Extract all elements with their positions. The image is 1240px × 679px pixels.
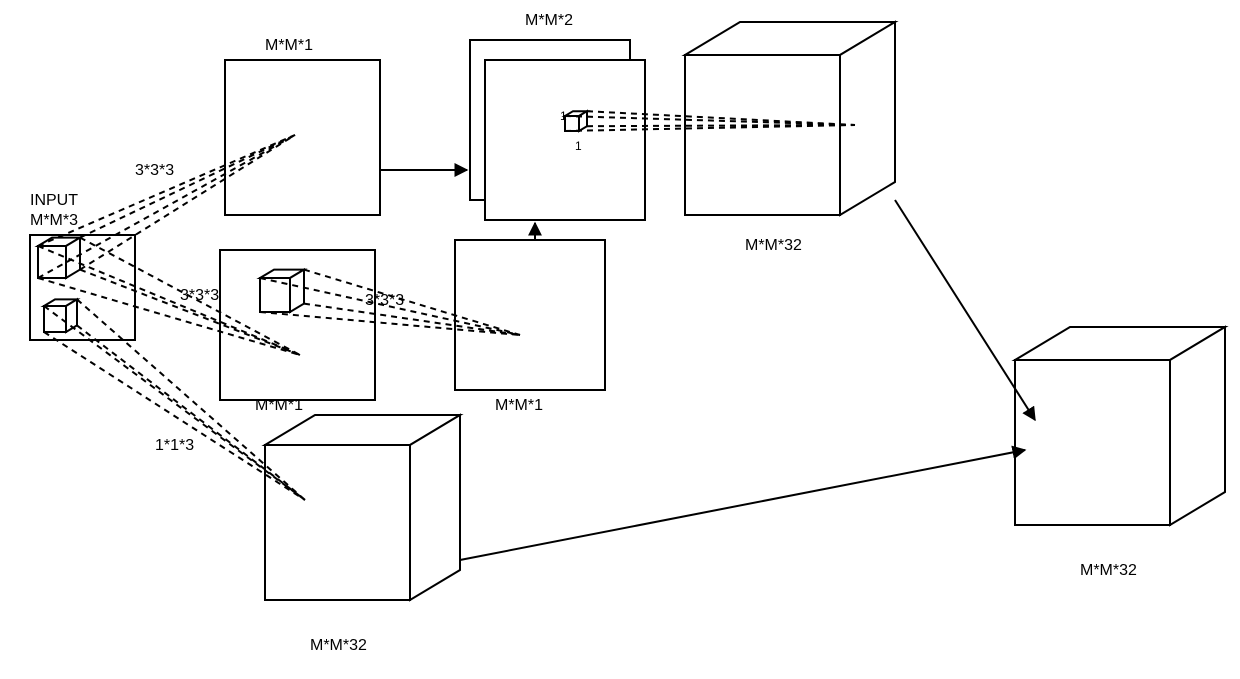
label-k333_b: 3*3*3 <box>180 287 219 304</box>
label-mm1_right: M*M*1 <box>495 397 543 414</box>
label-input2: M*M*3 <box>30 212 78 229</box>
label-mm32_c: M*M*32 <box>1080 562 1137 579</box>
label-mm2: M*M*2 <box>525 12 573 29</box>
kernel-1x1-side <box>579 111 587 131</box>
volume-a-front <box>685 55 840 215</box>
label-k113: 1*1*3 <box>155 437 194 454</box>
label-mm1_mid: M*M*1 <box>255 397 303 414</box>
volume-b-front <box>265 445 410 600</box>
label-k333_a: 3*3*3 <box>135 162 174 179</box>
arrow-a-to-c <box>895 200 1035 420</box>
kernel-cube-1-side <box>66 238 80 278</box>
kernel-1x1-front <box>565 116 579 131</box>
label-one_v: 1 <box>560 109 567 123</box>
volume-a-side <box>840 22 895 215</box>
label-mm32_b: M*M*32 <box>310 637 367 654</box>
label-k333_c: 3*3*3 <box>365 292 404 309</box>
label-mm1_top: M*M*1 <box>265 37 313 54</box>
volume-c-side <box>1170 327 1225 525</box>
volume-c-front <box>1015 360 1170 525</box>
feature-map-top <box>225 60 380 215</box>
label-input1: INPUT <box>30 192 78 209</box>
kernel-cube-3-side <box>290 270 304 312</box>
diagram-canvas: INPUT M*M*3 M*M*1 M*M*2 M*M*1 M*M*1 M*M*32 M*M*… <box>0 0 1240 679</box>
feature-map-stack-front <box>485 60 645 220</box>
label-one_h: 1 <box>575 139 582 153</box>
volume-b-side <box>410 415 460 600</box>
feature-map-right <box>455 240 605 390</box>
arrow-b-to-c <box>460 450 1025 560</box>
label-mm32_a: M*M*32 <box>745 237 802 254</box>
